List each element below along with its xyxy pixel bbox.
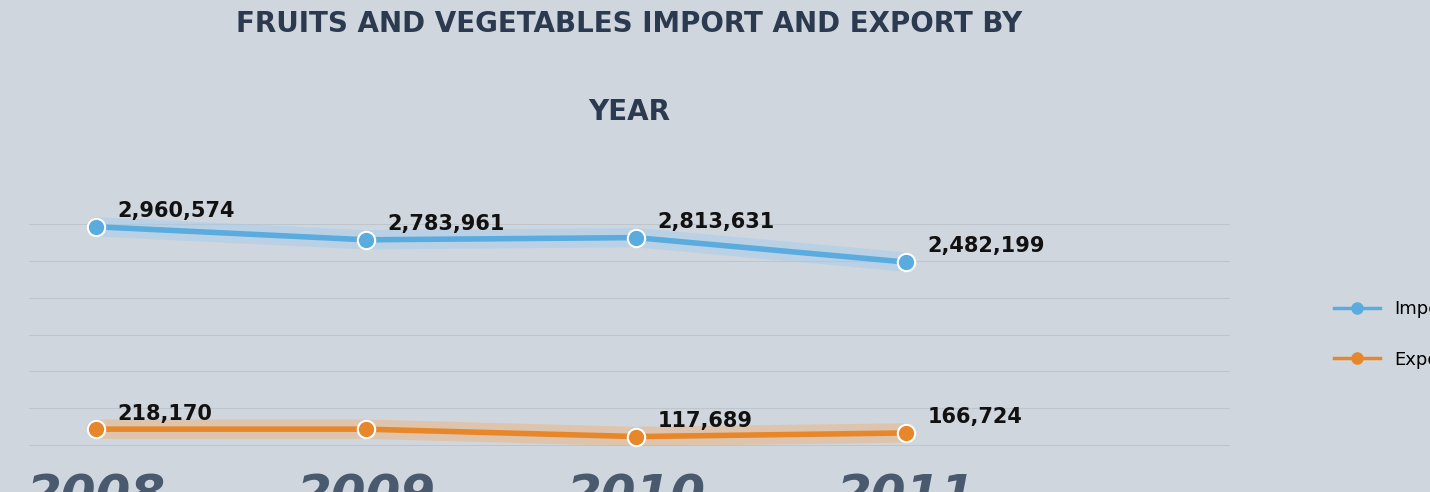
Text: 2011: 2011 xyxy=(837,472,975,492)
Legend: Import, Export: Import, Export xyxy=(1327,293,1430,376)
Text: 2,813,631: 2,813,631 xyxy=(658,212,775,232)
Text: 166,724: 166,724 xyxy=(928,407,1022,428)
Text: 2,482,199: 2,482,199 xyxy=(928,236,1045,256)
Text: 2010: 2010 xyxy=(566,472,705,492)
Text: 2,960,574: 2,960,574 xyxy=(117,201,235,221)
Text: 2009: 2009 xyxy=(296,472,436,492)
Text: YEAR: YEAR xyxy=(588,98,671,126)
Text: 2008: 2008 xyxy=(27,472,166,492)
Text: 2,783,961: 2,783,961 xyxy=(388,214,505,234)
Text: 218,170: 218,170 xyxy=(117,403,213,424)
Text: 117,689: 117,689 xyxy=(658,411,752,431)
Text: FRUITS AND VEGETABLES IMPORT AND EXPORT BY: FRUITS AND VEGETABLES IMPORT AND EXPORT … xyxy=(236,10,1022,38)
